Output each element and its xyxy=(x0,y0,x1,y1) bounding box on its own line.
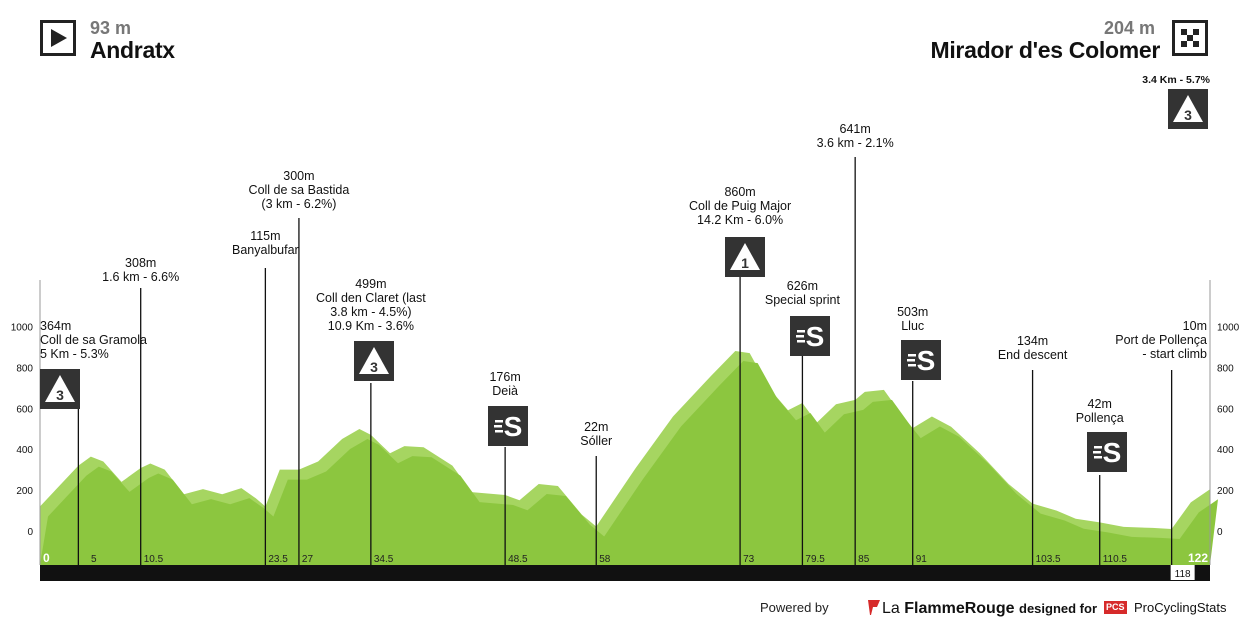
y-tick-right-600: 600 xyxy=(1217,404,1234,415)
elevation-area-shade xyxy=(40,361,1218,565)
marker-label-12-0: 42m xyxy=(1088,397,1112,411)
start-elevation: 93 m xyxy=(90,18,132,38)
marker-label-13-0: 10m xyxy=(1183,319,1207,333)
la-flamme-rouge-logo: La FlammeRouge xyxy=(866,598,1015,618)
climb-category-3: 3 xyxy=(56,387,64,403)
marker-label-7-0: 860m xyxy=(724,185,755,199)
x-label-85: 85 xyxy=(858,554,870,565)
finish-flag-icon xyxy=(1172,20,1208,56)
x-label-23.5: 23.5 xyxy=(268,554,288,565)
svg-text:S: S xyxy=(917,345,936,376)
y-tick-left-400: 400 xyxy=(16,445,33,456)
finish-distance-box xyxy=(1170,565,1195,580)
marker-label-3-1: Coll de sa Bastida xyxy=(249,183,350,197)
x-label-103.5: 103.5 xyxy=(1036,554,1061,565)
marker-label-6-0: 22m xyxy=(584,420,608,434)
marker-label-0-0: 364m xyxy=(40,319,71,333)
x-label-122: 122 xyxy=(1188,551,1208,565)
sprint-icon: S xyxy=(1093,437,1121,468)
flamme-rouge-icon xyxy=(868,600,880,615)
marker-label-12-1: Pollença xyxy=(1076,411,1124,425)
x-label-5: 5 xyxy=(91,554,97,565)
climb-category-1: 1 xyxy=(741,255,749,271)
checkered-flag-icon xyxy=(1181,29,1199,47)
y-tick-right-200: 200 xyxy=(1217,486,1234,497)
x-label-79.5: 79.5 xyxy=(805,554,825,565)
marker-label-3-0: 300m xyxy=(283,169,314,183)
sprint-icon: S xyxy=(494,411,522,442)
marker-label-7-2: 14.2 Km - 6.0% xyxy=(697,213,783,227)
x-label-48.5: 48.5 xyxy=(508,554,528,565)
sprint-icon: S xyxy=(796,321,824,352)
marker-label-2-1: Banyalbufar xyxy=(232,243,299,257)
y-tick-left-800: 800 xyxy=(16,363,33,374)
climb-triangle-icon xyxy=(359,347,389,374)
x-label-10.5: 10.5 xyxy=(144,554,164,565)
x-label-0: 0 xyxy=(43,551,50,565)
marker-label-9-0: 641m xyxy=(840,122,871,136)
x-label-110.5: 110.5 xyxy=(1103,554,1128,565)
powered-by-label: Powered by xyxy=(760,600,829,615)
y-tick-left-1000: 1000 xyxy=(11,323,34,334)
climb-category-3: 3 xyxy=(370,359,378,375)
x-label-34.5: 34.5 xyxy=(374,554,394,565)
sprint-icon: S xyxy=(907,345,935,376)
marker-label-4-3: 10.9 Km - 3.6% xyxy=(328,319,414,333)
finish-location: Mirador d'es Colomer xyxy=(930,37,1160,63)
climb-triangle-icon xyxy=(730,243,760,270)
marker-label-1-1: 1.6 km - 6.6% xyxy=(102,270,179,284)
brand-la: La xyxy=(882,600,905,617)
marker-label-11-1: End descent xyxy=(998,348,1068,362)
x-label-58: 58 xyxy=(599,554,611,565)
y-tick-left-200: 200 xyxy=(16,486,33,497)
marker-label-8-1: Special sprint xyxy=(765,293,841,307)
marker-label-6-1: Sóller xyxy=(580,434,612,448)
marker-label-10-1: Lluc xyxy=(901,319,924,333)
pcs-name: ProCyclingStats xyxy=(1134,600,1227,615)
svg-text:S: S xyxy=(806,321,825,352)
climb-triangle-icon xyxy=(45,375,75,402)
svg-text:S: S xyxy=(504,411,523,442)
start-flag-icon xyxy=(40,20,76,56)
y-tick-right-800: 800 xyxy=(1217,363,1234,374)
brand-flamme-rouge: FlammeRouge xyxy=(904,600,1015,617)
marker-label-4-0: 499m xyxy=(355,277,386,291)
marker-label-13-1: Port de Pollença xyxy=(1115,333,1207,347)
marker-label-1-0: 308m xyxy=(125,256,156,270)
marker-label-5-1: Deià xyxy=(492,384,518,398)
play-triangle-icon xyxy=(51,29,67,47)
distance-bar xyxy=(40,565,1210,581)
finish-climb-stats: 3.4 Km - 5.7% xyxy=(1142,74,1210,86)
designed-for-label: designed for xyxy=(1019,601,1098,616)
marker-label-4-1: Coll den Claret (last xyxy=(316,291,426,305)
pcs-logo: PCS xyxy=(1104,601,1127,614)
start-location: Andratx xyxy=(90,37,175,63)
marker-label-3-2: (3 km - 6.2%) xyxy=(261,197,336,211)
climb-triangle-icon xyxy=(1173,95,1203,122)
finish-elevation: 204 m xyxy=(1104,18,1156,38)
x-label-27: 27 xyxy=(302,554,314,565)
marker-label-2-0: 115m xyxy=(250,229,280,243)
marker-label-4-2: 3.8 km - 4.5%) xyxy=(330,305,411,319)
marker-label-0-1: Coll de sa Gramola xyxy=(40,333,147,347)
marker-label-13-2: - start climb xyxy=(1142,347,1207,361)
x-label-91: 91 xyxy=(916,554,928,565)
marker-label-10-0: 503m xyxy=(897,305,928,319)
x-label-73: 73 xyxy=(743,554,755,565)
marker-label-9-1: 3.6 km - 2.1% xyxy=(817,136,894,150)
marker-label-11-0: 134m xyxy=(1017,334,1048,348)
y-tick-right-400: 400 xyxy=(1217,445,1234,456)
x-label-118: 118 xyxy=(1175,569,1191,580)
y-tick-left-0: 0 xyxy=(27,527,33,538)
y-tick-right-0: 0 xyxy=(1217,527,1223,538)
y-tick-left-600: 600 xyxy=(16,404,33,415)
marker-label-8-0: 626m xyxy=(787,279,818,293)
svg-text:S: S xyxy=(1103,437,1122,468)
marker-label-0-2: 5 Km - 5.3% xyxy=(40,347,109,361)
marker-label-5-0: 176m xyxy=(489,370,520,384)
marker-label-7-1: Coll de Puig Major xyxy=(689,199,791,213)
y-tick-right-1000: 1000 xyxy=(1217,323,1240,334)
climb-category-3: 3 xyxy=(1184,107,1192,123)
